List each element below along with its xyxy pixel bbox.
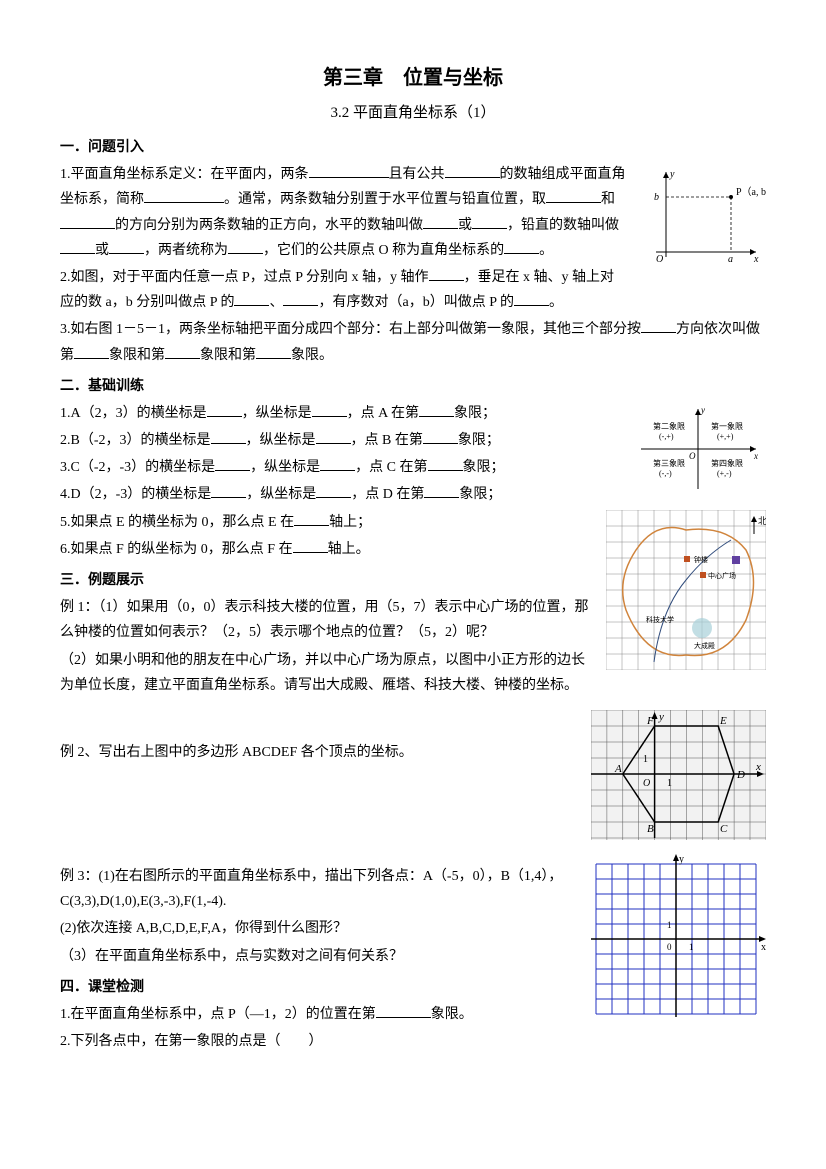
svg-text:1: 1 xyxy=(643,754,648,765)
svg-text:D: D xyxy=(736,769,745,781)
q3-text: 3.如右图 1－5－1，两条坐标轴把平面分成四个部分：右上部分叫做第一象限，其他… xyxy=(60,317,766,367)
chapter-title: 第三章 位置与坐标 xyxy=(60,60,766,96)
svg-text:b: b xyxy=(654,192,659,203)
svg-text:y: y xyxy=(669,169,675,180)
svg-text:x: x xyxy=(761,942,766,953)
svg-text:y: y xyxy=(658,711,664,723)
figure-blue-grid: y x 0 1 1 xyxy=(591,852,766,1022)
figure-map: 北 钟楼 中心广场 大成殿 科技大学 xyxy=(606,510,766,670)
svg-text:O: O xyxy=(656,254,663,262)
svg-text:第三象限: 第三象限 xyxy=(653,458,685,468)
figure-point-p: P（a, b） y x b a O xyxy=(636,162,766,262)
svg-text:C: C xyxy=(720,823,728,835)
svg-text:科技大学: 科技大学 xyxy=(646,615,674,624)
check-2: 2.下列各点中，在第一象限的点是（ ） xyxy=(60,1029,766,1054)
p-label: P（a, b） xyxy=(736,186,766,198)
svg-text:钟楼: 钟楼 xyxy=(694,555,708,564)
section-1-title: 一．问题引入 xyxy=(60,135,766,160)
svg-text:x: x xyxy=(755,761,761,773)
svg-text:(+,-): (+,-) xyxy=(717,469,732,478)
svg-text:(-,-): (-,-) xyxy=(659,469,672,478)
svg-text:(-,+): (-,+) xyxy=(659,432,674,441)
svg-text:O: O xyxy=(643,778,650,789)
svg-text:y: y xyxy=(679,854,684,865)
figure-quadrants: y x O 第二象限 (-,+) 第一象限 (+,+) 第三象限 (-,-) 第… xyxy=(631,401,766,496)
svg-text:北: 北 xyxy=(758,516,766,526)
svg-text:大成殿: 大成殿 xyxy=(694,641,715,650)
svg-text:第二象限: 第二象限 xyxy=(653,421,685,431)
svg-text:1: 1 xyxy=(667,920,672,930)
svg-text:1: 1 xyxy=(689,942,694,952)
svg-text:第四象限: 第四象限 xyxy=(711,458,743,468)
svg-text:A: A xyxy=(614,763,622,775)
svg-text:E: E xyxy=(719,715,727,727)
svg-text:(+,+): (+,+) xyxy=(717,432,734,441)
svg-text:x: x xyxy=(753,451,758,461)
svg-text:1: 1 xyxy=(667,778,672,789)
svg-text:F: F xyxy=(646,715,654,727)
svg-text:第一象限: 第一象限 xyxy=(711,421,743,431)
svg-text:中心广场: 中心广场 xyxy=(708,571,736,580)
q2-text: 2.如图，对于平面内任意一点 P，过点 P 分别向 x 轴，y 轴作，垂足在 x… xyxy=(60,265,766,315)
section-2-title: 二．基础训练 xyxy=(60,374,766,399)
svg-text:B: B xyxy=(647,823,654,835)
svg-text:O: O xyxy=(689,451,696,461)
svg-text:0: 0 xyxy=(667,942,672,952)
svg-text:a: a xyxy=(728,254,733,262)
figure-hexagon: A F E D C B O 1 1 x y xyxy=(591,710,766,840)
svg-text:x: x xyxy=(753,254,759,262)
svg-text:y: y xyxy=(700,405,705,415)
subtitle: 3.2 平面直角坐标系（1） xyxy=(60,100,766,127)
